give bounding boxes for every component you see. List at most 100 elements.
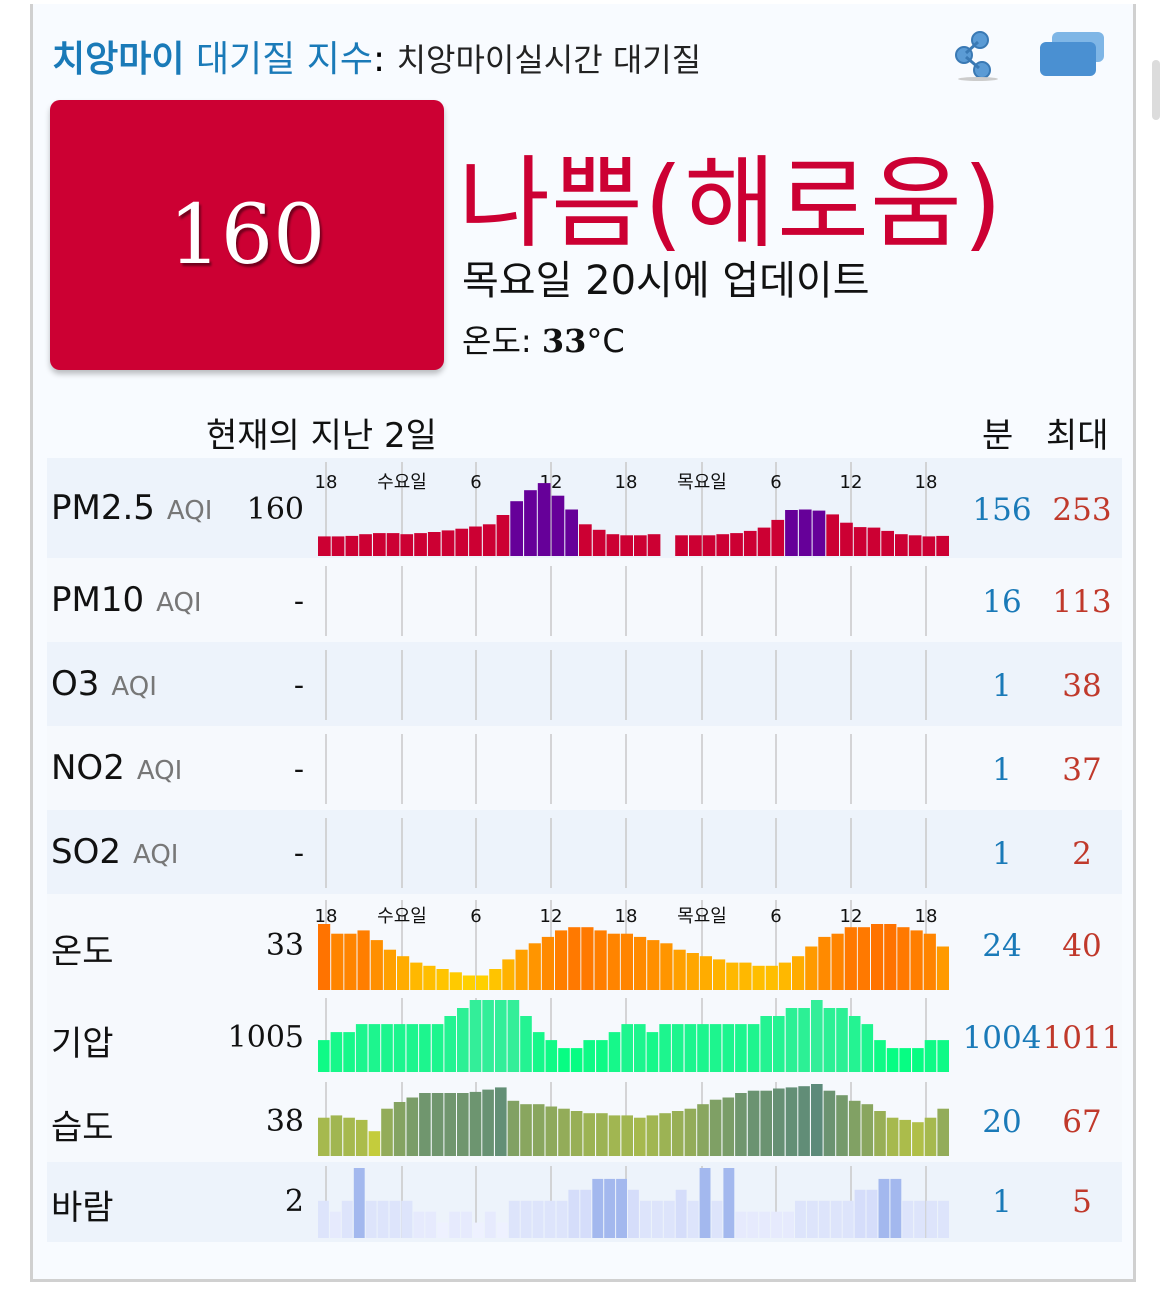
pressure-bar[interactable] [520, 1016, 532, 1072]
pressure-bar[interactable] [836, 1008, 848, 1072]
wind-bar[interactable] [747, 1211, 759, 1238]
pm25-bar[interactable] [400, 534, 414, 556]
humidity-bar[interactable] [355, 1119, 368, 1156]
pressure-bar[interactable] [848, 1016, 861, 1072]
wind-bar[interactable] [699, 1168, 711, 1238]
humidity-bar[interactable] [684, 1108, 697, 1156]
pressure-bar[interactable] [406, 1024, 419, 1072]
wind-bar[interactable] [806, 1200, 818, 1238]
humidity-bar[interactable] [811, 1084, 823, 1156]
pm25-bar[interactable] [647, 534, 661, 556]
wind-bar[interactable] [544, 1200, 556, 1238]
pm25-bar[interactable] [634, 535, 647, 556]
temperature-bar[interactable] [436, 969, 449, 990]
wind-bar[interactable] [413, 1211, 425, 1238]
humidity-bar[interactable] [823, 1090, 836, 1156]
temperature-bar[interactable] [857, 927, 870, 990]
humidity-bar[interactable] [532, 1104, 545, 1156]
wind-bar[interactable] [437, 1222, 449, 1238]
wind-bar[interactable] [473, 1222, 484, 1238]
pressure-bar[interactable] [343, 1032, 355, 1072]
temperature-bar[interactable] [541, 936, 554, 990]
temperature-bar[interactable] [344, 933, 357, 990]
pressure-bar[interactable] [381, 1024, 393, 1072]
temperature-bar[interactable] [449, 972, 462, 990]
humidity-bar[interactable] [735, 1093, 747, 1156]
pressure-bar[interactable] [823, 1008, 836, 1072]
temperature-bar[interactable] [423, 965, 436, 990]
pressure-bar[interactable] [558, 1048, 570, 1072]
pressure-bar[interactable] [760, 1016, 772, 1072]
wind-bar[interactable] [520, 1200, 532, 1238]
pressure-bar[interactable] [899, 1048, 911, 1072]
temperature-bar[interactable] [686, 953, 699, 990]
pressure-bar[interactable] [393, 1024, 406, 1072]
temperature-bar[interactable] [489, 969, 502, 990]
humidity-bar[interactable] [899, 1119, 911, 1156]
wind-bar[interactable] [484, 1211, 496, 1238]
wind-bar[interactable] [830, 1200, 842, 1238]
humidity-bar[interactable] [646, 1115, 659, 1156]
wind-bar[interactable] [842, 1200, 854, 1238]
humidity-bar[interactable] [520, 1104, 532, 1156]
humidity-bar[interactable] [798, 1086, 810, 1156]
pm25-bar[interactable] [840, 522, 853, 556]
pm25-bar[interactable] [373, 533, 386, 556]
wind-bar[interactable] [389, 1200, 401, 1238]
wind-bar[interactable] [556, 1200, 568, 1238]
wind-bar[interactable] [675, 1189, 687, 1238]
humidity-bar[interactable] [659, 1113, 671, 1156]
humidity-bar[interactable] [419, 1093, 431, 1156]
wind-bar[interactable] [592, 1178, 604, 1238]
temperature-bar[interactable] [555, 930, 568, 990]
humidity-bar[interactable] [785, 1087, 798, 1156]
pm25-bar[interactable] [496, 515, 510, 556]
temperature-bar[interactable] [383, 949, 396, 990]
pressure-bar[interactable] [709, 1024, 722, 1072]
humidity-bar[interactable] [937, 1108, 949, 1156]
temperature-bar[interactable] [871, 924, 884, 990]
pressure-bar[interactable] [507, 1000, 520, 1072]
chat-icon[interactable] [1038, 30, 1106, 80]
temperature-bar[interactable] [752, 965, 765, 990]
wind-bar[interactable] [318, 1200, 329, 1238]
wind-bar[interactable] [401, 1200, 413, 1238]
wind-bar[interactable] [771, 1211, 782, 1238]
humidity-bar[interactable] [634, 1117, 646, 1156]
humidity-bar[interactable] [608, 1115, 621, 1156]
pm25-bar[interactable] [716, 534, 730, 556]
humidity-bar[interactable] [381, 1108, 393, 1156]
pressure-bar[interactable] [596, 1040, 608, 1072]
pm25-bar[interactable] [537, 483, 551, 556]
wind-bar[interactable] [616, 1178, 627, 1238]
wind-bar[interactable] [604, 1178, 616, 1238]
temperature-bar[interactable] [726, 962, 739, 990]
wind-bar[interactable] [926, 1200, 938, 1238]
pressure-bar[interactable] [773, 1016, 785, 1072]
wind-bar[interactable] [353, 1168, 365, 1238]
humidity-bar[interactable] [697, 1104, 709, 1156]
pressure-bar[interactable] [495, 1000, 507, 1072]
wind-bar[interactable] [711, 1200, 723, 1238]
wind-bar[interactable] [628, 1189, 639, 1238]
wind-bar[interactable] [496, 1222, 508, 1238]
wind-bar[interactable] [449, 1211, 461, 1238]
temperature-bar[interactable] [660, 943, 673, 990]
humidity-bar[interactable] [722, 1097, 735, 1157]
humidity-bar[interactable] [495, 1087, 507, 1156]
temperature-bar[interactable] [397, 956, 410, 990]
pm25-bar[interactable] [798, 509, 812, 557]
wind-bar[interactable] [902, 1200, 914, 1238]
wind-bar[interactable] [365, 1200, 377, 1238]
temperature-bar[interactable] [476, 975, 489, 991]
temperature-bar[interactable] [673, 949, 686, 990]
temperature-bar[interactable] [739, 962, 752, 990]
wind-bar[interactable] [759, 1211, 771, 1238]
wind-bar[interactable] [651, 1200, 663, 1238]
pressure-bar[interactable] [330, 1032, 343, 1072]
humidity-bar[interactable] [507, 1100, 520, 1156]
pressure-bar[interactable] [659, 1024, 671, 1072]
temperature-bar[interactable] [713, 959, 726, 990]
wind-bar[interactable] [461, 1211, 472, 1238]
pm25-bar[interactable] [936, 535, 949, 556]
